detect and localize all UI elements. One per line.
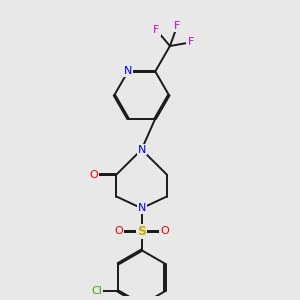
Text: N: N (137, 203, 146, 213)
Text: O: O (114, 226, 123, 236)
Text: S: S (137, 225, 146, 238)
Text: Cl: Cl (92, 286, 103, 296)
Text: F: F (188, 38, 194, 47)
Text: O: O (160, 226, 169, 236)
Text: F: F (174, 21, 180, 31)
Text: N: N (124, 66, 132, 76)
Text: F: F (153, 25, 160, 35)
Text: N: N (137, 145, 146, 154)
Text: O: O (89, 169, 98, 179)
